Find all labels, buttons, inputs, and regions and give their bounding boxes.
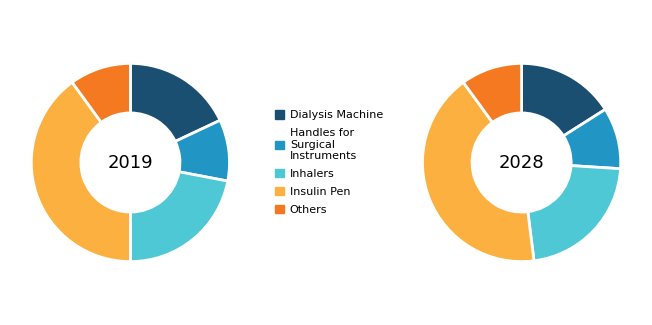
Wedge shape [175, 120, 230, 181]
Wedge shape [72, 63, 130, 123]
Wedge shape [31, 82, 130, 262]
Legend: Dialysis Machine, Handles for
Surgical
Instruments, Inhalers, Insulin Pen, Other: Dialysis Machine, Handles for Surgical I… [272, 107, 387, 218]
Text: 2019: 2019 [108, 153, 153, 172]
Wedge shape [528, 166, 621, 261]
Text: 2028: 2028 [499, 153, 544, 172]
Wedge shape [130, 172, 228, 262]
Wedge shape [130, 63, 220, 141]
Wedge shape [422, 82, 534, 262]
Wedge shape [522, 63, 605, 136]
Wedge shape [464, 63, 522, 123]
Wedge shape [563, 110, 621, 169]
